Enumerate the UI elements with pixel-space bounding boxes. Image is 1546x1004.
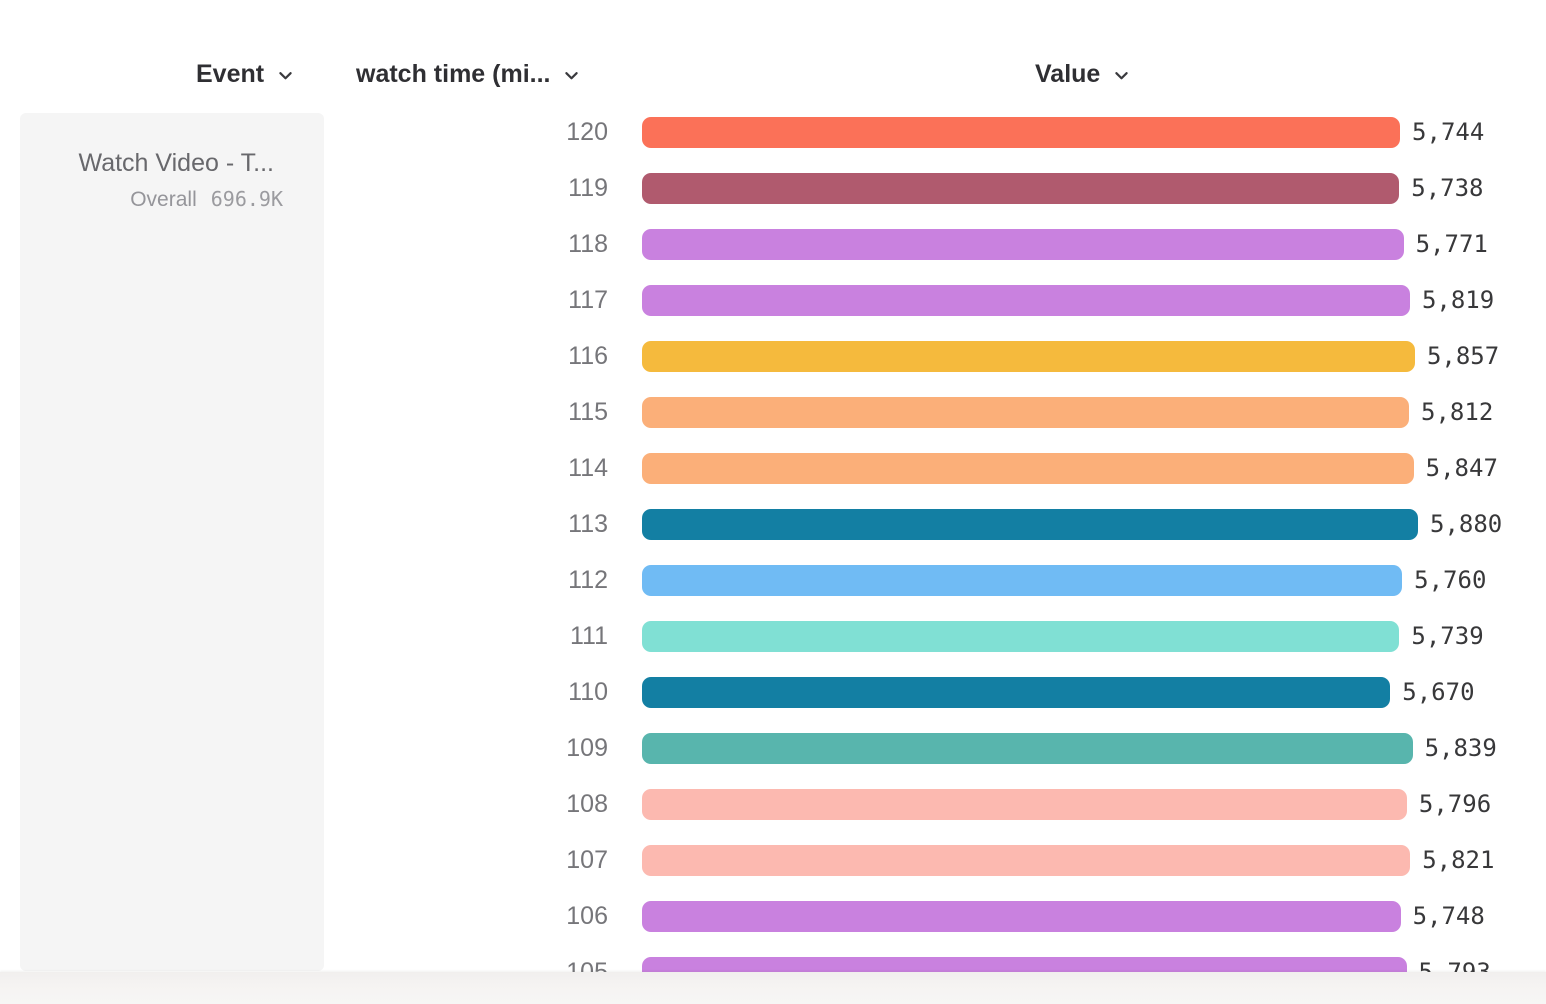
- overall-label: Overall: [130, 188, 197, 211]
- overall-value: 696.9K: [210, 187, 283, 211]
- column-header-event[interactable]: Event: [196, 58, 294, 90]
- bar-value-label: 5,760: [1414, 566, 1487, 594]
- bar-segment[interactable]: [642, 228, 1404, 260]
- column-header-measure[interactable]: watch time (mi...: [356, 58, 580, 90]
- bar-category-label: 119: [568, 174, 608, 202]
- bar-segment[interactable]: [642, 172, 1400, 204]
- bar-value-label: 5,796: [1418, 790, 1492, 818]
- chevron-down-icon: [565, 72, 579, 80]
- bar-segment[interactable]: [642, 844, 1411, 876]
- event-title: Watch Video - T...: [78, 149, 274, 177]
- bar-value-label: 5,748: [1412, 902, 1485, 930]
- bar-segment[interactable]: [642, 732, 1413, 764]
- bar-category-label: 112: [568, 566, 608, 594]
- bar-segment[interactable]: [642, 116, 1401, 148]
- chevron-down-icon: [279, 72, 292, 80]
- column-header-value[interactable]: Value: [1035, 58, 1130, 90]
- bar-segment[interactable]: [642, 452, 1414, 484]
- bar-category-label: 113: [568, 510, 608, 538]
- bar-category-label: 107: [566, 846, 608, 874]
- column-header-label: Value: [1035, 59, 1101, 88]
- chevron-down-icon: [1115, 72, 1129, 80]
- bar-segment[interactable]: [642, 340, 1415, 372]
- bar-value-label: 5,744: [1412, 118, 1485, 146]
- bar-category-label: 118: [568, 230, 608, 258]
- column-header-label: Event: [196, 59, 265, 88]
- bar-segment[interactable]: [642, 508, 1418, 540]
- bar-value-label: 5,839: [1424, 734, 1497, 762]
- bar-value-label: 5,847: [1425, 454, 1498, 482]
- bar-category-label: 110: [568, 678, 608, 706]
- bar-segment[interactable]: [642, 676, 1391, 708]
- bar-value-label: 5,821: [1422, 846, 1495, 874]
- column-header-label: watch time (mi...: [356, 59, 551, 88]
- bar-category-label: 116: [568, 342, 608, 370]
- bar-segment[interactable]: [642, 788, 1407, 820]
- bar-category-label: 109: [566, 734, 608, 762]
- bar-segment[interactable]: [642, 284, 1410, 316]
- event-card[interactable]: Watch Video - T... Overall 696.9K: [20, 113, 324, 971]
- bar-value-label: 5,812: [1421, 398, 1494, 426]
- bar-value-label: 5,857: [1426, 342, 1500, 370]
- bar-segment[interactable]: [642, 564, 1403, 596]
- bar-segment[interactable]: [642, 900, 1401, 932]
- bar-value-label: 5,819: [1421, 286, 1495, 314]
- bar-value-label: 5,670: [1402, 678, 1475, 706]
- bar-value-label: 5,738: [1411, 174, 1484, 202]
- bar-category-label: 114: [568, 454, 608, 482]
- bar-segment[interactable]: [642, 396, 1409, 428]
- bar-value-label: 5,739: [1411, 622, 1484, 650]
- bar-category-label: 120: [566, 118, 608, 146]
- clipped-row-overlay: [0, 972, 1546, 1004]
- bar-category-label: 115: [568, 398, 608, 426]
- bar-category-label: 108: [566, 790, 608, 818]
- bar-category-label: 111: [569, 622, 608, 650]
- bar-value-label: 5,771: [1415, 230, 1488, 258]
- bar-category-label: 117: [568, 286, 608, 314]
- bar-category-label: 106: [566, 902, 608, 930]
- bar-value-label: 5,880: [1430, 510, 1503, 538]
- bar-segment[interactable]: [642, 620, 1400, 652]
